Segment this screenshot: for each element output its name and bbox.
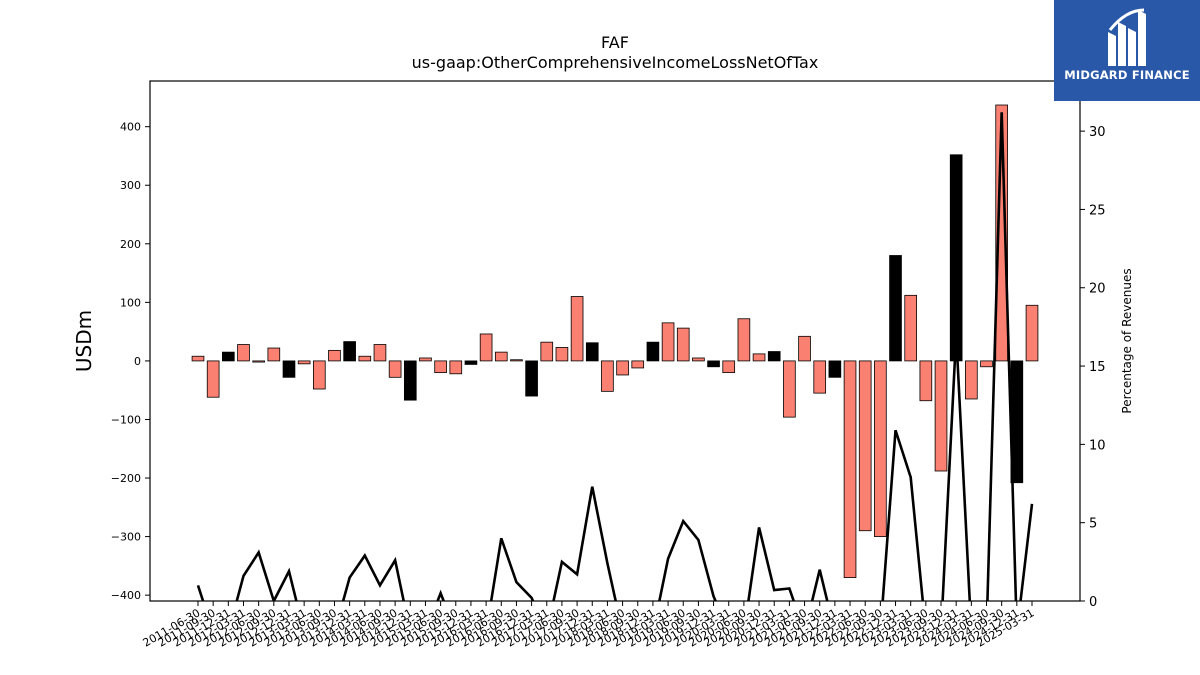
bar-2011-06-30 — [191, 355, 205, 362]
bar-2016-03-31 — [479, 333, 493, 362]
bar-2023-06-30 — [919, 360, 933, 402]
bar-2012-12-31 — [282, 360, 296, 378]
y-tick-label: 200 — [120, 238, 141, 251]
brand-logo: MIDGARD FINANCE — [1054, 0, 1200, 101]
bar-2022-06-30 — [858, 360, 872, 532]
bar-2012-09-30 — [267, 347, 281, 362]
y2-tick-label: 10 — [1089, 438, 1106, 453]
bar-2018-09-30 — [631, 360, 645, 369]
bar-2016-12-31 — [525, 360, 538, 397]
bar-2015-03-31 — [419, 357, 432, 362]
midgard-logo-icon — [1108, 8, 1146, 66]
bar-2012-06-30 — [252, 360, 265, 363]
x-axis: 2011-06-302011-09-302011-12-312012-03-31… — [141, 601, 1037, 650]
y2-tick-label: 20 — [1089, 282, 1106, 297]
chart-title: FAF — [601, 33, 629, 52]
bar-2013-09-30 — [328, 349, 341, 362]
bar-2024-03-31 — [965, 360, 978, 400]
bar-2024-09-30 — [995, 104, 1008, 362]
bar-2024-06-30 — [980, 360, 993, 368]
bar-2015-06-30 — [434, 360, 447, 374]
bar-2014-12-31 — [403, 360, 417, 401]
bar-2017-09-30 — [570, 296, 584, 362]
bar-2015-12-31 — [464, 360, 478, 365]
bar-2021-12-31 — [828, 360, 842, 378]
y-tick-label: −100 — [111, 413, 141, 426]
bar-2025-03-31 — [1025, 304, 1039, 362]
y-tick-label: −200 — [111, 472, 141, 485]
bar-2022-09-30 — [874, 360, 887, 537]
bar-2017-12-31 — [585, 342, 599, 362]
bar-2022-12-31 — [889, 255, 902, 362]
y-axis-label: USDm — [72, 310, 96, 372]
y2-tick-label: 30 — [1089, 125, 1106, 140]
percentage-line — [196, 112, 1034, 601]
bar-2021-03-31 — [783, 360, 796, 418]
bar-2013-03-31 — [297, 360, 311, 365]
bar-2018-12-31 — [646, 341, 660, 362]
bar-2013-06-30 — [312, 360, 326, 390]
bar-2017-03-31 — [540, 341, 554, 362]
chart-subtitle: us-gaap:OtherComprehensiveIncomeLossNetO… — [412, 53, 819, 72]
percentage-line-series — [196, 112, 1034, 601]
brand-name: MIDGARD FINANCE — [1064, 68, 1190, 82]
y-tick-label: −400 — [111, 589, 141, 602]
bar-2019-03-31 — [661, 322, 675, 362]
y-tick-label: −300 — [111, 531, 141, 544]
bar-2023-12-31 — [949, 154, 963, 362]
y-axis-left: −400 −300 −200 −100 0 100 200 300 400 — [111, 121, 150, 602]
bar-2020-03-31 — [722, 360, 736, 374]
bar-2017-06-30 — [555, 347, 569, 362]
bar-2016-06-30 — [494, 351, 508, 362]
bar-2018-06-30 — [616, 360, 629, 376]
bar-2019-12-31 — [707, 360, 720, 368]
y-tick-label: 400 — [120, 121, 141, 134]
bar-2011-09-30 — [206, 360, 220, 398]
plot-frame — [149, 80, 1081, 602]
bar-2019-06-30 — [676, 327, 690, 362]
y2-tick-label: 25 — [1089, 203, 1106, 218]
bar-2015-09-30 — [449, 360, 463, 375]
bar-2021-09-30 — [813, 360, 827, 394]
bar-2014-06-30 — [373, 344, 387, 362]
y-tick-label: 300 — [120, 179, 141, 192]
y-tick-label: 0 — [134, 355, 141, 368]
bar-2016-09-30 — [510, 359, 523, 362]
bar-2020-09-30 — [752, 353, 766, 362]
y2-tick-label: 15 — [1089, 360, 1106, 375]
bar-2023-03-31 — [904, 294, 918, 362]
bar-2021-06-30 — [798, 335, 811, 362]
bar-2022-03-31 — [843, 360, 857, 578]
bar-2011-12-31 — [222, 351, 235, 362]
bar-2023-09-30 — [934, 360, 948, 472]
bar-2013-12-31 — [343, 341, 356, 362]
y-axis-right: 0 5 10 15 20 25 30 — [1080, 125, 1106, 610]
bar-2014-03-31 — [358, 355, 372, 362]
bar-series — [191, 104, 1039, 578]
bar-2012-03-31 — [237, 344, 250, 362]
y2-axis-label: Percentage of Revenues — [1120, 268, 1134, 413]
bar-2018-03-31 — [601, 360, 614, 392]
bar-2020-12-31 — [767, 351, 781, 362]
bar-2019-09-30 — [692, 357, 705, 362]
y2-tick-label: 5 — [1089, 517, 1097, 532]
bar-2014-09-30 — [388, 360, 402, 378]
bar-2020-06-30 — [737, 318, 751, 362]
y-tick-label: 100 — [120, 296, 141, 309]
y2-tick-label: 0 — [1089, 595, 1097, 610]
